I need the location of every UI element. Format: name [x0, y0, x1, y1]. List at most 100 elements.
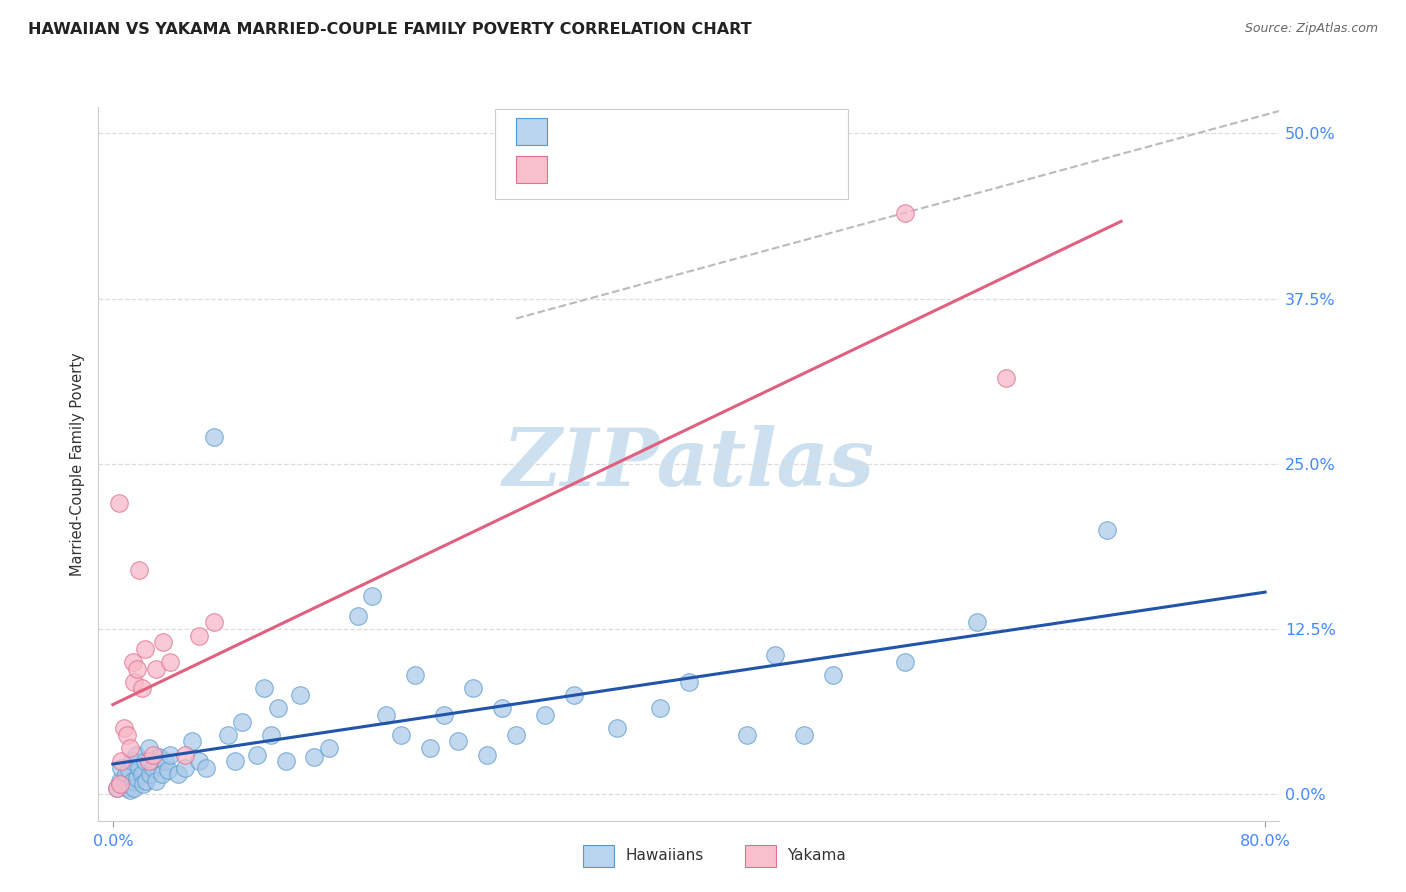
Point [419, 741, 441, 756]
Point [894, 655, 917, 669]
Point [202, 615, 225, 630]
Point [134, 754, 156, 768]
Point [122, 774, 145, 789]
Point [678, 674, 700, 689]
Text: N =: N = [666, 162, 700, 177]
Text: 0.847: 0.847 [600, 162, 648, 177]
Point [562, 688, 585, 702]
Point [110, 761, 132, 775]
Text: R =: R = [561, 162, 595, 177]
Point [477, 747, 499, 762]
Point [793, 728, 815, 742]
Point [131, 767, 153, 781]
Point [650, 701, 672, 715]
Point [142, 761, 165, 775]
Point [375, 707, 398, 722]
Point [181, 734, 204, 748]
Text: Source: ZipAtlas.com: Source: ZipAtlas.com [1244, 22, 1378, 36]
Point [120, 783, 142, 797]
Point [107, 496, 129, 510]
Point [173, 761, 195, 775]
Point [1095, 523, 1118, 537]
Point [166, 767, 188, 781]
Point [606, 721, 628, 735]
Point [260, 728, 283, 742]
Point [994, 371, 1017, 385]
Text: ZIPatlas: ZIPatlas [503, 425, 875, 502]
Point [188, 629, 211, 643]
Point [735, 728, 758, 742]
Point [114, 767, 136, 781]
Point [288, 688, 311, 702]
Point [124, 780, 146, 795]
Point [131, 681, 153, 696]
Point [150, 767, 173, 781]
Point [274, 754, 297, 768]
Y-axis label: Married-Couple Family Poverty: Married-Couple Family Poverty [70, 352, 86, 575]
Point [125, 747, 148, 762]
Text: 0.0%: 0.0% [93, 834, 134, 849]
Point [505, 728, 527, 742]
Point [318, 741, 340, 756]
Point [361, 589, 384, 603]
Point [159, 655, 181, 669]
Text: Hawaiians: Hawaiians [626, 848, 704, 863]
Text: N =: N = [666, 124, 700, 138]
Text: Yakama: Yakama [787, 848, 846, 863]
Point [115, 728, 138, 742]
Point [128, 563, 150, 577]
Point [821, 668, 844, 682]
Point [108, 777, 131, 791]
Point [534, 707, 557, 722]
Point [447, 734, 470, 748]
Point [138, 741, 160, 756]
Point [120, 741, 142, 756]
Point [153, 754, 176, 768]
Point [124, 674, 146, 689]
Point [304, 750, 326, 764]
Point [894, 206, 917, 220]
Point [108, 774, 131, 789]
Point [127, 772, 149, 786]
Point [145, 774, 167, 789]
Point [110, 754, 132, 768]
Text: 68: 68 [706, 124, 727, 138]
Point [115, 780, 138, 795]
Point [188, 754, 211, 768]
Text: 0.198: 0.198 [600, 124, 648, 138]
Point [128, 761, 150, 775]
Point [461, 681, 484, 696]
Point [224, 754, 246, 768]
Point [118, 764, 141, 778]
Point [156, 764, 179, 778]
Point [127, 662, 149, 676]
Point [389, 728, 412, 742]
Point [763, 648, 786, 663]
Point [152, 635, 174, 649]
Point [121, 754, 143, 768]
Text: 80.0%: 80.0% [1240, 834, 1291, 849]
Point [135, 774, 157, 789]
Point [105, 780, 128, 795]
Text: R =: R = [561, 124, 595, 138]
Point [145, 662, 167, 676]
Point [433, 707, 456, 722]
Point [142, 747, 165, 762]
Point [112, 777, 135, 791]
Point [253, 681, 276, 696]
Point [139, 767, 162, 781]
Point [966, 615, 988, 630]
Point [404, 668, 426, 682]
Point [105, 780, 128, 795]
Point [346, 608, 368, 623]
Point [138, 754, 160, 768]
Point [491, 701, 513, 715]
Point [246, 747, 269, 762]
Point [217, 728, 239, 742]
Point [267, 701, 290, 715]
Point [202, 430, 225, 444]
Point [134, 641, 156, 656]
Point [112, 721, 135, 735]
Text: HAWAIIAN VS YAKAMA MARRIED-COUPLE FAMILY POVERTY CORRELATION CHART: HAWAIIAN VS YAKAMA MARRIED-COUPLE FAMILY… [28, 22, 752, 37]
Point [195, 761, 218, 775]
